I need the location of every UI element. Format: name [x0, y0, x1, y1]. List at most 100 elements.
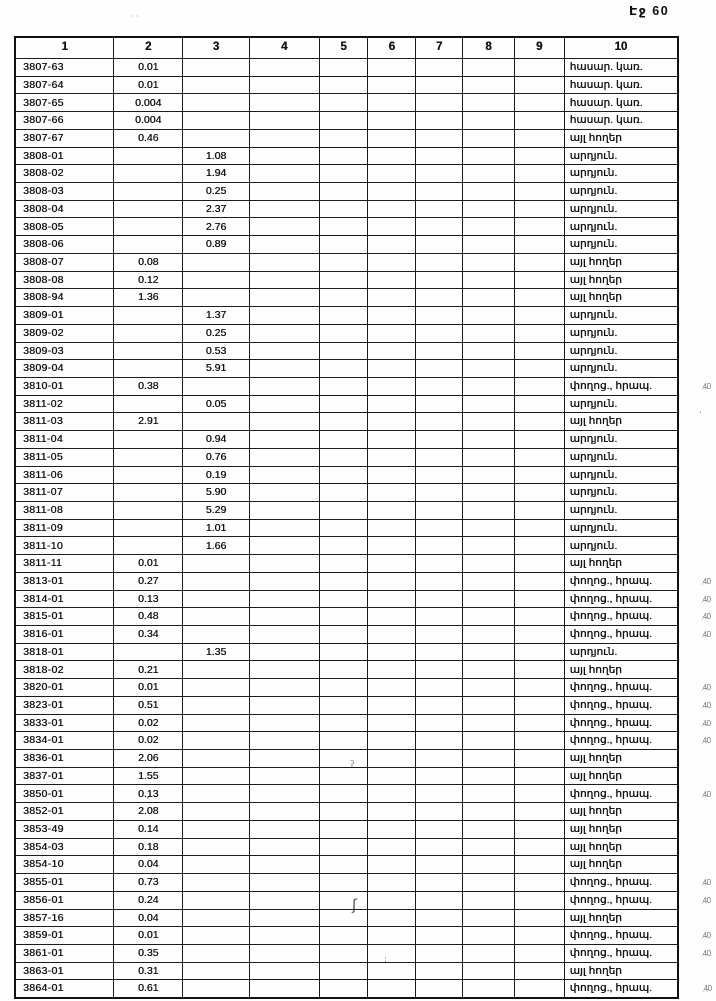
empty-cell — [513, 58, 565, 77]
column-header-2: 2 — [113, 36, 184, 59]
empty-cell — [462, 571, 515, 591]
empty-cell — [318, 784, 369, 804]
value-col2-cell — [113, 430, 184, 449]
empty-cell — [462, 93, 515, 113]
value-col3-cell — [182, 660, 250, 680]
empty-cell — [367, 483, 417, 502]
land-use-label-cell: այլ հողեր — [563, 554, 680, 573]
handwritten-margin-note: .40 — [701, 682, 712, 693]
value-col3-cell — [182, 766, 250, 786]
table-row: 3818-01 1.35 արդյուն. — [14, 642, 715, 662]
empty-cell — [318, 607, 369, 626]
value-col2-cell — [113, 199, 184, 219]
value-col2-cell — [113, 235, 184, 254]
empty-cell — [462, 908, 515, 928]
empty-cell — [318, 359, 369, 378]
empty-cell — [248, 483, 320, 502]
value-col2-cell — [113, 483, 184, 502]
value-col2-cell: 0.31 — [113, 961, 184, 981]
empty-cell — [318, 678, 369, 697]
land-use-label-cell: արդյուն. — [563, 164, 680, 184]
empty-cell — [513, 93, 565, 113]
value-col3-cell — [182, 111, 250, 130]
empty-cell — [367, 731, 417, 751]
land-use-label-cell: հասար. կառ. — [563, 111, 680, 130]
value-col2-cell — [113, 306, 184, 325]
margin-note-cell — [678, 129, 715, 147]
empty-cell — [513, 483, 565, 502]
empty-cell — [415, 323, 464, 343]
value-col2-cell: 1.55 — [113, 766, 184, 786]
land-use-label-cell: փողոց., հրապ. — [563, 376, 680, 396]
table-row: 3856-01 0.24 փողոց., հրապ. .40 — [14, 890, 715, 910]
table-row: 3811-11 0.01 այլ հողեր — [14, 554, 715, 573]
parcel-code-cell: 3850-01 — [14, 784, 115, 804]
empty-cell — [367, 146, 417, 166]
empty-cell — [415, 217, 464, 237]
value-col3-cell: 1.66 — [182, 536, 250, 556]
empty-cell — [367, 571, 417, 591]
empty-cell — [248, 288, 320, 308]
empty-cell — [462, 855, 515, 875]
value-col2-cell: 0.46 — [113, 128, 184, 148]
margin-note-cell — [678, 767, 715, 785]
table-row: 3814-01 0.13 փողոց., հրապ. .40 — [14, 589, 715, 609]
empty-cell — [367, 642, 417, 662]
column-header-8: 8 — [462, 36, 515, 59]
empty-cell — [415, 518, 464, 538]
empty-cell — [248, 500, 320, 520]
empty-cell — [415, 837, 464, 857]
empty-cell — [513, 518, 565, 538]
empty-cell — [318, 341, 369, 361]
parcel-code-cell: 3807-66 — [14, 111, 115, 130]
empty-cell — [513, 465, 565, 485]
empty-cell — [513, 430, 565, 449]
value-col3-cell: 0.05 — [182, 394, 250, 414]
empty-cell — [318, 323, 369, 343]
table-row: 3811-03 2.91 այլ հողեր — [14, 412, 715, 432]
table-row: 3854-03 0.18 այլ հողեր — [14, 837, 715, 857]
empty-cell — [462, 128, 515, 148]
table-row: 3808-02 1.94 արդյուն. — [14, 164, 715, 184]
handwritten-margin-note: .40 — [701, 576, 712, 587]
parcel-code-cell: 3818-02 — [14, 660, 115, 680]
empty-cell — [462, 943, 515, 963]
empty-cell — [513, 660, 565, 680]
table-row: 3836-01 2.06 այլ հողեր — [14, 749, 715, 768]
value-col2-cell: 0.51 — [113, 695, 184, 715]
margin-note-cell — [678, 501, 715, 519]
value-col3-cell: 5.29 — [182, 500, 250, 520]
value-col2-cell: 0.01 — [113, 678, 184, 697]
empty-cell — [248, 890, 320, 910]
empty-cell — [513, 961, 565, 981]
empty-cell — [513, 926, 565, 945]
empty-cell — [415, 430, 464, 449]
margin-note-cell — [678, 76, 715, 94]
empty-cell — [367, 164, 417, 184]
value-col2-cell: 0.34 — [113, 625, 184, 644]
empty-cell — [415, 75, 464, 95]
land-parcel-table: 1 2 3 4 5 6 7 8 9 10 3807-63 0.01 հասար. կառ. 3807-6… — [14, 36, 716, 999]
empty-cell — [318, 412, 369, 432]
land-use-label-cell: փողոց., հրապ. — [563, 589, 680, 609]
empty-cell — [248, 146, 320, 166]
empty-cell — [367, 589, 417, 609]
land-use-label-cell: այլ հողեր — [563, 961, 680, 981]
empty-cell — [318, 288, 369, 308]
empty-cell — [462, 341, 515, 361]
land-use-label-cell: այլ հողեր — [563, 855, 680, 875]
margin-note-cell — [678, 484, 715, 502]
table-row: 3809-03 0.53 արդյուն. — [14, 341, 715, 361]
empty-cell — [513, 164, 565, 184]
empty-cell — [367, 447, 417, 467]
margin-note-cell — [678, 165, 715, 183]
empty-cell — [415, 908, 464, 928]
empty-cell — [513, 766, 565, 786]
value-col3-cell: 1.08 — [182, 146, 250, 166]
value-col2-cell — [113, 500, 184, 520]
empty-cell — [367, 58, 417, 77]
margin-note-cell — [678, 289, 715, 307]
empty-cell — [248, 713, 320, 733]
table-row: 3808-03 0.25 արդյուն. — [14, 182, 715, 201]
empty-cell — [248, 164, 320, 184]
